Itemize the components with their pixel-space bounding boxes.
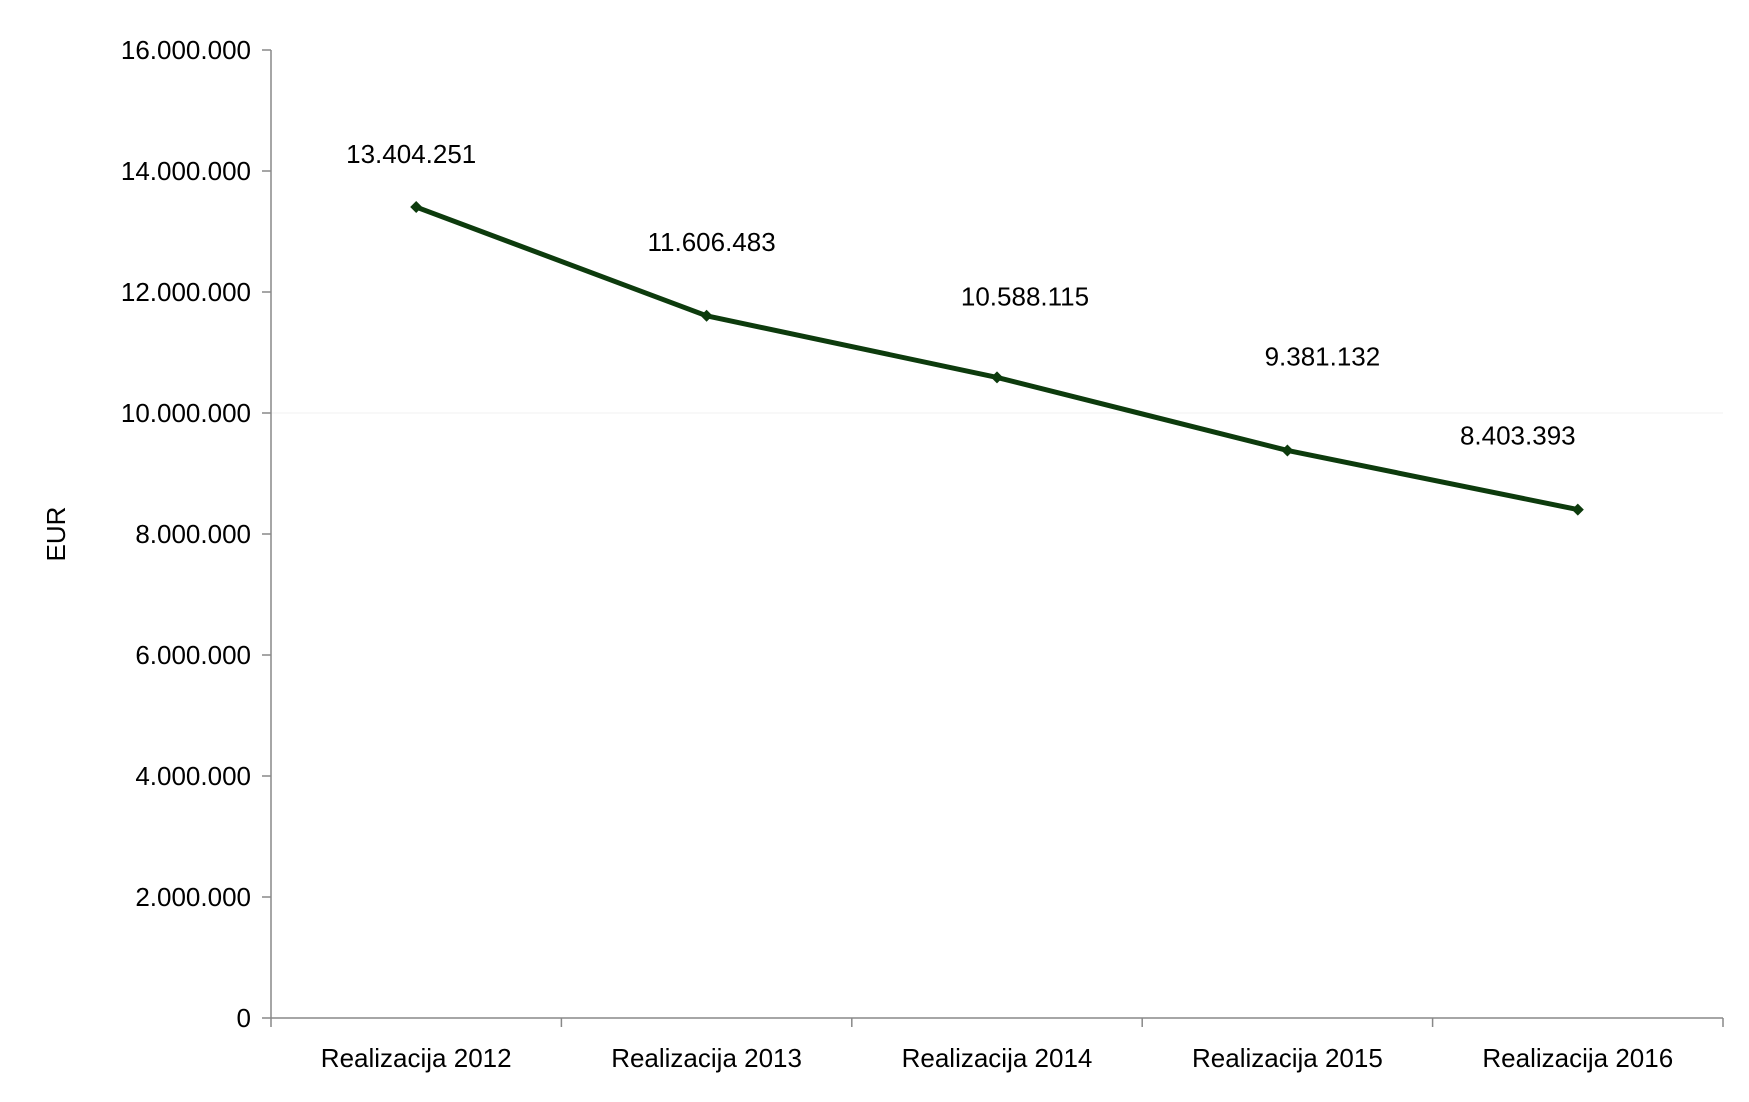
x-axis-ticks: Realizacija 2012 Realizacija 2013 Realizac… <box>270 1018 1724 1073</box>
x-tick-label: Realizacija 2013 <box>611 1043 802 1073</box>
y-tick-label: 16.000.000 <box>121 35 251 65</box>
data-label: 11.606.483 <box>647 227 775 257</box>
y-axis-ticks: 0 2.000.000 4.000.000 6.000.000 8.000.000 10.… <box>121 35 271 1033</box>
y-tick-label: 0 <box>237 1003 251 1033</box>
y-tick-label: 8.000.000 <box>135 519 251 549</box>
y-tick-label: 4.000.000 <box>135 761 251 791</box>
series <box>410 201 1584 516</box>
y-tick-label: 6.000.000 <box>135 640 251 670</box>
data-point-marker <box>700 309 713 322</box>
x-tick-label: Realizacija 2015 <box>1192 1043 1383 1073</box>
x-tick-label: Realizacija 2016 <box>1482 1043 1673 1073</box>
data-label: 9.381.132 <box>1265 341 1381 371</box>
series-line <box>415 204 1579 513</box>
data-point-marker <box>1571 503 1584 516</box>
x-tick-label: Realizacija 2014 <box>902 1043 1093 1073</box>
data-label: 10.588.115 <box>961 281 1089 311</box>
x-tick-label: Realizacija 2012 <box>321 1043 512 1073</box>
axes <box>270 50 1723 1019</box>
data-labels: 13.404.251 11.606.483 10.588.115 9.381.132 8… <box>346 139 1576 451</box>
y-tick-label: 2.000.000 <box>135 882 251 912</box>
y-tick-label: 12.000.000 <box>121 277 251 307</box>
data-label: 13.404.251 <box>346 139 476 169</box>
y-tick-label: 14.000.000 <box>121 156 251 186</box>
data-point-marker <box>991 371 1003 384</box>
y-tick-label: 10.000.000 <box>121 398 251 428</box>
data-point-marker <box>1281 444 1294 457</box>
data-point-marker <box>410 201 423 214</box>
data-label: 8.403.393 <box>1460 421 1576 451</box>
y-axis-title: EUR <box>41 507 71 562</box>
